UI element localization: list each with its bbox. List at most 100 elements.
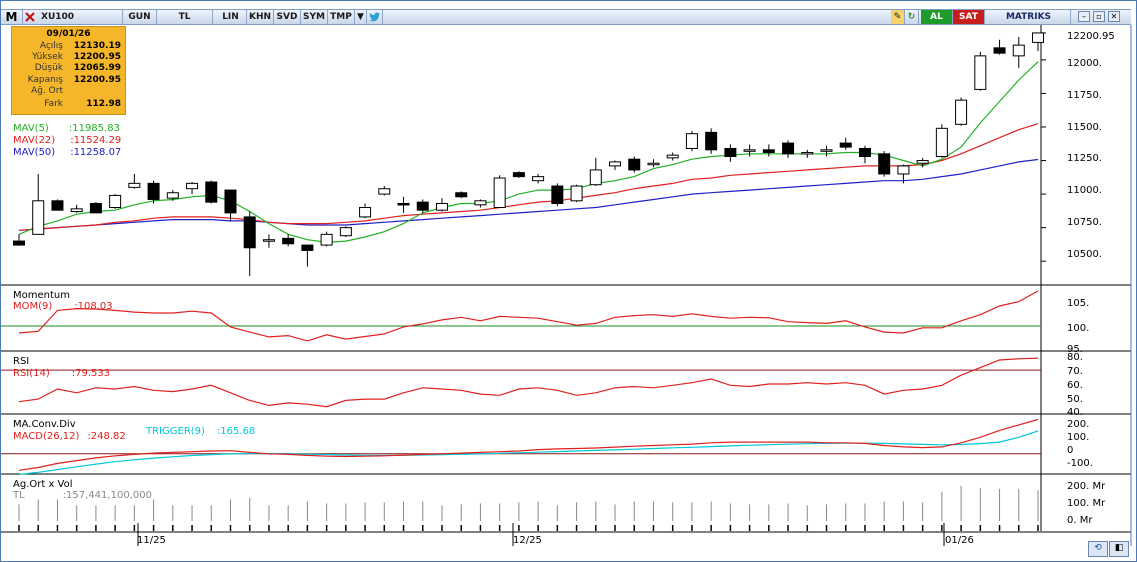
- candle-down: [205, 181, 218, 203]
- ohlc-info-box: 09/01/26 Açılış 12130.19 Yüksek 12200.95 D…: [11, 26, 126, 115]
- period-button[interactable]: GUN: [123, 10, 157, 24]
- rsi-axis-label: 50.: [1067, 394, 1083, 405]
- svd-button[interactable]: SVD: [274, 10, 301, 24]
- refresh-icon[interactable]: ↻: [905, 10, 919, 24]
- sell-button[interactable]: SAT: [953, 10, 985, 24]
- candle-up: [493, 177, 506, 209]
- candle-down: [724, 147, 737, 158]
- x-axis-label: 11/25: [137, 535, 166, 546]
- info-row: Fark 112.98: [12, 99, 125, 110]
- trigger-legend: TRIGGER(9):165.68: [146, 426, 256, 437]
- candle-up: [359, 207, 372, 218]
- khn-button[interactable]: KHN: [247, 10, 274, 24]
- dropdown-arrow-icon[interactable]: ▼: [355, 10, 367, 24]
- candle-down: [301, 244, 314, 251]
- candle-down: [705, 131, 718, 151]
- candle-up: [339, 227, 352, 237]
- info-label: Fark: [44, 99, 63, 109]
- candle-up: [186, 182, 199, 190]
- info-row: Düşük 12065.99: [12, 63, 125, 74]
- rsi-axis-label: 60.: [1067, 380, 1083, 391]
- info-value: 112.98: [86, 99, 121, 109]
- app-logo: M: [1, 10, 23, 24]
- info-row: Açılış 12130.19: [12, 41, 125, 52]
- info-label: Açılış: [39, 41, 63, 51]
- candle-up: [685, 133, 698, 149]
- lin-button[interactable]: LIN: [215, 10, 247, 24]
- candle-down: [397, 202, 410, 206]
- candle-down: [878, 153, 891, 175]
- momentum-legend: MOM(9):108.03: [13, 301, 113, 312]
- macd-legend: MACD(26,12):248.82: [13, 431, 126, 442]
- candle-up: [570, 185, 583, 202]
- info-label: Ağ. Ort: [31, 86, 63, 96]
- buy-button[interactable]: AL: [921, 10, 953, 24]
- zoom-icon[interactable]: ◧: [1109, 541, 1129, 557]
- rsi-axis-label: 70.: [1067, 366, 1083, 377]
- candle-up: [474, 200, 487, 206]
- tmp-button[interactable]: TMP: [328, 10, 355, 24]
- macd-axis-label: 0: [1067, 445, 1074, 456]
- price-axis-label: 11500.: [1067, 122, 1102, 133]
- candle-up: [166, 192, 179, 199]
- x-axis-label: 01/26: [945, 535, 974, 546]
- macd-title: MA.Conv.Div: [13, 419, 76, 430]
- candle-down: [89, 202, 102, 214]
- candle-down: [628, 158, 641, 171]
- candle-up: [32, 200, 45, 235]
- info-value: 12200.95: [73, 52, 121, 62]
- twitter-icon[interactable]: [367, 10, 383, 24]
- candle-down: [243, 216, 256, 249]
- sym-button[interactable]: SYM: [301, 10, 328, 24]
- volume-title: Ag.Ort x Vol: [13, 479, 73, 490]
- rsi-axis-label: 40.: [1067, 407, 1083, 418]
- info-label: Yüksek: [32, 52, 63, 62]
- candle-down: [282, 237, 295, 245]
- candle-down: [839, 142, 852, 148]
- currency-button[interactable]: TL: [157, 10, 213, 24]
- mav50-line: [18, 158, 1039, 231]
- info-row: Kapanış 12200.95: [12, 75, 125, 86]
- macd-axis-label: 100.: [1067, 432, 1090, 443]
- candle-down: [762, 149, 775, 153]
- candle-down: [993, 47, 1006, 54]
- candle-down: [416, 201, 429, 211]
- candle-up: [916, 160, 929, 164]
- candle-up: [589, 169, 602, 186]
- info-value: 12130.19: [73, 41, 121, 51]
- momentum-line: [18, 290, 1039, 342]
- close-icon[interactable]: ✕: [1108, 11, 1120, 22]
- price-axis-label: 12000.: [1067, 58, 1102, 69]
- candle-up: [109, 194, 122, 209]
- candle-up: [609, 161, 622, 167]
- price-axis-label: 11250.: [1067, 153, 1102, 164]
- candle-up: [647, 162, 660, 166]
- volume-axis-label: 200. Mr: [1067, 481, 1106, 492]
- restore-icon[interactable]: ▫: [1093, 11, 1105, 22]
- price-axis-label: 11000.: [1067, 185, 1102, 196]
- x-axis-label: 12/25: [513, 535, 542, 546]
- candle-down: [782, 142, 795, 155]
- candle-up: [435, 202, 448, 211]
- candle-down: [51, 200, 64, 211]
- candle-up: [743, 149, 756, 152]
- scroll-refresh-icon[interactable]: ⟲: [1088, 541, 1108, 557]
- candle-down: [858, 147, 871, 158]
- info-row: Ağ. Ort: [12, 86, 125, 97]
- price-axis-label: 11750.: [1067, 90, 1102, 101]
- candle-down: [455, 192, 468, 198]
- rsi-title: RSI: [13, 356, 30, 367]
- info-label: Kapanış: [27, 75, 63, 85]
- macd-axis-label: -100.: [1067, 458, 1093, 469]
- close-symbol-icon[interactable]: [25, 12, 35, 22]
- symbol-selector[interactable]: XU100: [23, 10, 123, 24]
- candle-up: [320, 233, 333, 246]
- candle-up: [128, 182, 141, 188]
- minimize-icon[interactable]: –: [1078, 11, 1090, 22]
- symbol-label: XU100: [41, 12, 75, 22]
- mav50-legend: MAV(50):11258.07: [13, 147, 122, 158]
- pencil-icon[interactable]: ✎: [891, 10, 905, 24]
- candle-up: [262, 239, 275, 242]
